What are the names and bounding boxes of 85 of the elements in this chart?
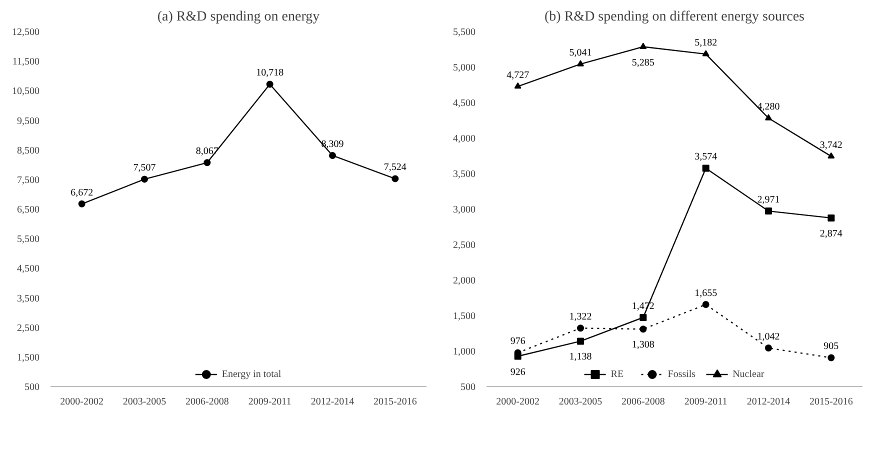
point: [204, 159, 211, 166]
y-tick-label: 10,500: [12, 86, 40, 98]
point: [828, 354, 835, 362]
point: [828, 152, 835, 159]
x-tick-label: 2006-2008: [186, 396, 229, 408]
legend-label: Energy in total: [222, 368, 282, 380]
data-label: 1,308: [632, 340, 654, 351]
y-tick-label: 5,500: [453, 27, 476, 38]
legend-label: Fossils: [668, 368, 696, 380]
data-label: 3,742: [820, 140, 842, 151]
y-tick-label: 4,500: [17, 264, 40, 275]
y-tick-label: 11,500: [12, 56, 40, 68]
point: [392, 175, 399, 182]
point: [765, 344, 772, 352]
data-label: 4,727: [506, 70, 530, 81]
point: [702, 164, 710, 172]
x-tick-label: 2015-2016: [810, 396, 853, 408]
y-tick-label: 3,500: [453, 169, 476, 180]
y-tick-label: 12,500: [12, 27, 40, 38]
point: [577, 338, 584, 345]
x-tick-label: 2000-2002: [60, 396, 104, 408]
x-tick-label: 2000-2002: [496, 396, 540, 408]
data-label: 5,285: [632, 57, 654, 68]
point: [141, 176, 148, 183]
point: [765, 114, 772, 120]
data-label: 7,524: [384, 162, 406, 174]
point: [828, 214, 835, 222]
y-tick-label: 500: [24, 382, 40, 393]
x-tick-label: 2012-2014: [310, 396, 354, 408]
data-label: 1,322: [569, 312, 592, 323]
x-tick-label: 2006-2008: [622, 396, 665, 408]
x-tick-label: 2009-2011: [684, 396, 728, 408]
data-label: 3,574: [694, 152, 718, 163]
point: [702, 301, 710, 308]
data-label: 10,718: [256, 68, 284, 79]
y-tick-label: 6,500: [17, 204, 40, 216]
x-tick-label: 2015-2016: [374, 396, 417, 408]
chart-title: (a) R&D spending on energy: [157, 10, 320, 24]
y-tick-label: 4,000: [453, 134, 476, 144]
chart-title: (b) R&D spending on different energy sources: [544, 10, 804, 24]
data-label: 5,041: [569, 48, 592, 59]
x-tick-label: 2003-2005: [122, 396, 166, 408]
point: [702, 50, 710, 56]
point: [78, 200, 86, 208]
data-label: 976: [510, 336, 526, 348]
data-label: 1,655: [694, 288, 718, 299]
y-tick-label: 1,000: [453, 346, 476, 358]
point: [266, 80, 274, 88]
data-label: 7,507: [133, 162, 156, 174]
x-tick-label: 2003-2005: [558, 396, 602, 408]
point: [514, 82, 522, 89]
y-tick-label: 5,500: [17, 234, 40, 246]
y-tick-label: 8,500: [17, 145, 40, 156]
data-label: 4,280: [757, 102, 780, 113]
data-label: 2,971: [757, 194, 780, 206]
x-tick-label: 2009-2011: [248, 396, 292, 408]
y-tick-label: 5,000: [453, 62, 476, 74]
y-tick-label: 7,500: [17, 174, 40, 186]
point: [640, 326, 647, 333]
point: [577, 324, 584, 332]
data-label: 905: [824, 341, 839, 352]
point: [577, 60, 584, 66]
point: [329, 152, 336, 159]
point: [640, 314, 647, 321]
y-tick-label: 2,500: [17, 322, 40, 334]
data-label: 2,874: [820, 228, 842, 240]
data-label: 926: [510, 366, 526, 378]
y-tick-label: 1,500: [17, 352, 40, 364]
y-tick-label: 2,000: [453, 276, 476, 286]
y-tick-label: 9,500: [17, 116, 40, 127]
x-tick-label: 2012-2014: [746, 396, 790, 408]
point: [765, 208, 772, 215]
data-label: 6,672: [70, 187, 94, 198]
y-tick-label: 1,500: [453, 311, 476, 322]
point: [640, 42, 647, 49]
y-tick-label: 500: [460, 382, 476, 393]
y-tick-label: 2,500: [453, 240, 476, 251]
data-label: 5,182: [694, 38, 718, 49]
data-label: 1,042: [757, 332, 780, 343]
legend-label: Nuclear: [732, 368, 764, 380]
y-tick-label: 3,500: [17, 293, 40, 304]
data-label: 1,138: [569, 352, 592, 363]
legend-label: RE: [610, 368, 625, 380]
y-tick-label: 3,000: [453, 204, 476, 216]
y-tick-label: 4,500: [453, 98, 476, 109]
